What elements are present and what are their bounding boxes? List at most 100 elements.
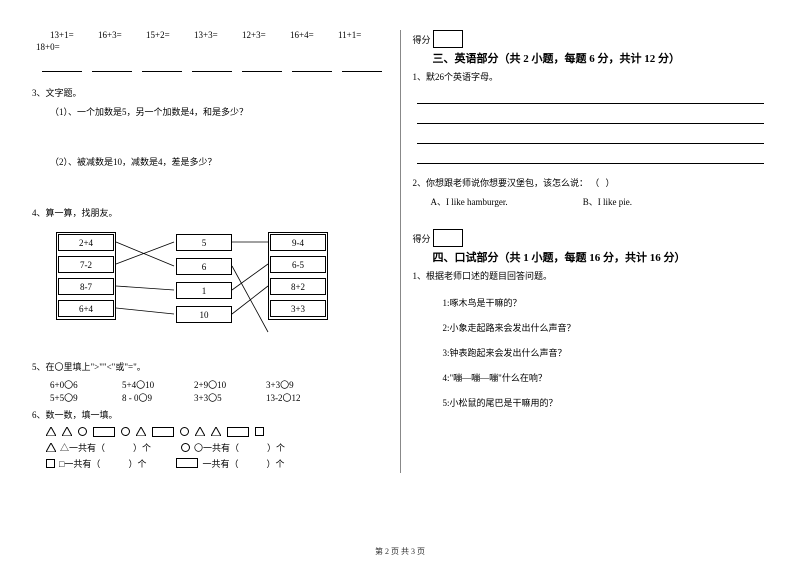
option-a[interactable]: A、I like hamburger. [431,195,581,209]
square-icon [255,427,264,436]
score-label: 得分 [413,232,431,247]
match-cell: 10 [176,306,232,323]
count-rect: 一共有（ ）个 [176,457,284,470]
worksheet-page: 13+1= 16+3= 15+2= 13+3= 12+3= 16+4= 11+1… [0,0,800,483]
blank[interactable] [242,62,282,72]
rect-icon [227,427,249,437]
q5-line2: 5+5〇9 8 - 0〇9 3+3〇5 13-2〇12 [32,391,388,404]
count-label: △一共有（ [60,441,105,454]
comp-item: 3+3〇9 [266,378,316,391]
q4-title: 4、算一算，找朋友。 [32,206,388,220]
oral-item: 1:啄木鸟是干嘛的？ [413,296,769,309]
section4-title: 四、口试部分（共 1 小题，每题 16 分，共计 16 分） [433,249,769,265]
match-cell: 6-5 [270,256,326,273]
q6-title: 6、数一数，填一填。 [32,408,388,422]
arith-item: 18+0= [32,40,388,54]
comp-item: 6+0〇6 [50,378,100,391]
s3-options: A、I like hamburger. B、I like pie. [413,195,769,209]
option-b[interactable]: B、I like pie. [583,197,632,207]
q3-sub2: （2）、被减数是10，减数是4，差是多少？ [32,155,388,169]
triangle-icon [211,427,221,436]
rect-icon [152,427,174,437]
match-cell: 3+3 [270,300,326,317]
q3-title: 3、文字题。 [32,86,388,100]
page-footer: 第 2 页 共 3 页 [0,546,800,557]
arith-item: 12+3= [242,30,278,40]
s3-q2: 2、你想跟老师说你想要汉堡包，该怎么说： （ ） [413,176,769,190]
match-cell: 8-7 [58,278,114,295]
count-square: □一共有（ ）个 [46,457,146,470]
triangle-icon [46,427,56,436]
left-column: 13+1= 16+3= 15+2= 13+3= 12+3= 16+4= 11+1… [20,30,401,473]
arith-item: 16+4= [290,30,326,40]
s3-q2-paren[interactable]: （ ） [590,178,616,188]
count-label: ）个 [266,457,284,470]
oral-item: 5:小松鼠的尾巴是干嘛用的？ [413,396,769,409]
match-cell: 2+4 [58,234,114,251]
blank[interactable] [142,62,182,72]
comp-item: 5+5〇9 [50,391,100,404]
count-label: 〇一共有（ [194,441,239,454]
count-label: ）个 [133,441,151,454]
comp-item: 3+3〇5 [194,391,244,404]
score-box: 得分 [413,229,769,247]
arith-item: 13+3= [194,30,230,40]
section3-title: 三、英语部分（共 2 小题，每题 6 分，共计 12 分） [433,50,769,66]
blank-row [32,62,388,72]
q3-sub1: （1）、一个加数是5，另一个加数是4，和是多少？ [32,105,388,119]
comp-item: 8 - 0〇9 [122,391,172,404]
arith-item: 15+2= [146,30,182,40]
oral-item: 3:钟表跑起来会发出什么声音？ [413,346,769,359]
blank[interactable] [292,62,332,72]
match-cell: 6+4 [58,300,114,317]
count-triangle: △一共有（ ）个 [46,441,151,454]
circle-icon [78,427,87,436]
answer-line[interactable] [417,130,765,144]
blank[interactable] [92,62,132,72]
count-label: 一共有（ [202,457,238,470]
count-label: ）个 [267,441,285,454]
arithmetic-row: 13+1= 16+3= 15+2= 13+3= 12+3= 16+4= 11+1… [32,30,388,40]
answer-line[interactable] [417,110,765,124]
comp-item: 13-2〇12 [266,391,316,404]
count-label: □一共有（ [59,457,100,470]
s3-q2-text: 2、你想跟老师说你想要汉堡包，该怎么说： [413,178,589,188]
blank[interactable] [42,62,82,72]
arith-item: 11+1= [338,30,374,40]
triangle-icon [136,427,146,436]
score-box: 得分 [413,30,769,48]
blank[interactable] [192,62,232,72]
rect-icon [93,427,115,437]
blank[interactable] [342,62,382,72]
square-icon [46,459,55,468]
q5-title: 5、在〇里填上">""<"或"="。 [32,360,388,374]
match-diagram: 2+4 7-2 8-7 6+4 5 6 1 10 9-4 6-5 8+2 3+3 [46,224,388,354]
comp-item: 5+4〇10 [122,378,172,391]
circle-icon [180,427,189,436]
right-column: 得分 三、英语部分（共 2 小题，每题 6 分，共计 12 分） 1、默26个英… [401,30,781,473]
count-row-1: △一共有（ ）个 〇一共有（ ）个 [32,441,388,454]
triangle-icon [62,427,72,436]
q5-line1: 6+0〇6 5+4〇10 2+9〇10 3+3〇9 [32,378,388,391]
match-cell: 7-2 [58,256,114,273]
count-circle: 〇一共有（ ）个 [181,441,285,454]
circle-icon [181,443,190,452]
s4-q1: 1、根据老师口述的题目回答问题。 [413,269,769,283]
count-row-2: □一共有（ ）个 一共有（ ）个 [32,457,388,470]
shape-sequence [32,427,388,437]
s3-q1: 1、默26个英语字母。 [413,70,769,84]
match-cell: 1 [176,282,232,299]
count-label: ）个 [128,457,146,470]
answer-line[interactable] [417,150,765,164]
comp-item: 2+9〇10 [194,378,244,391]
match-cell: 5 [176,234,232,251]
score-label: 得分 [413,33,431,48]
arith-item: 13+1= [50,30,86,40]
arith-item: 16+3= [98,30,134,40]
oral-item: 4:"嘣—嘣—嘣"什么在响？ [413,371,769,384]
score-cell[interactable] [433,229,463,247]
answer-line[interactable] [417,90,765,104]
score-cell[interactable] [433,30,463,48]
match-cell: 8+2 [270,278,326,295]
match-cell: 6 [176,258,232,275]
